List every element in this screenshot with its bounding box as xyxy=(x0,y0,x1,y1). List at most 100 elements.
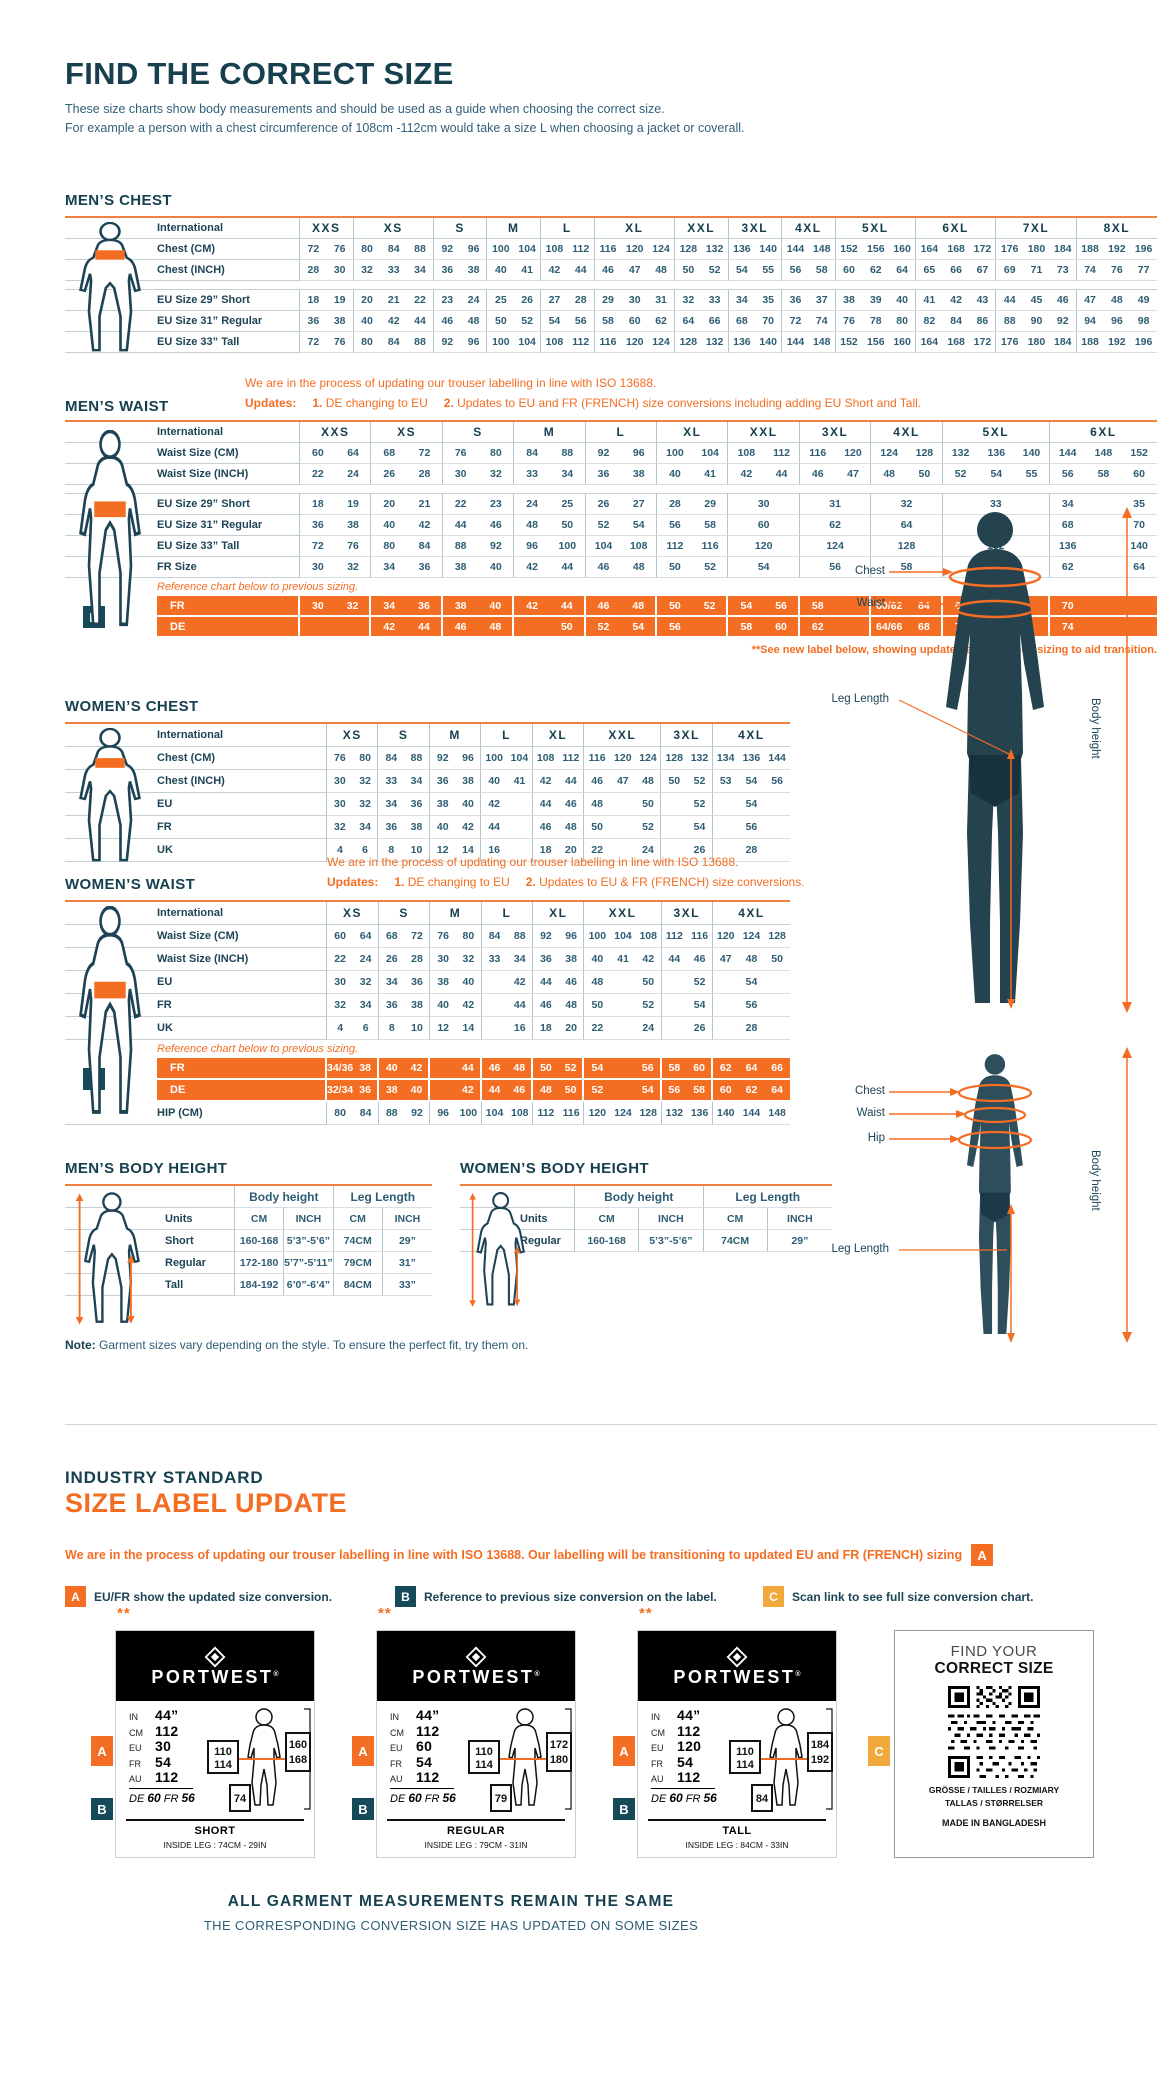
iso-banner-text: We are in the process of updating our tr… xyxy=(65,1548,963,1562)
unit-label: IN xyxy=(129,1712,138,1722)
size-cell: 52 xyxy=(635,816,662,839)
size-cell: 42 xyxy=(507,971,534,994)
size-cell: 100 xyxy=(456,1102,482,1125)
row-label: FR xyxy=(65,816,327,839)
size-cell: 96 xyxy=(460,239,488,260)
size-cell: 60 xyxy=(300,443,336,464)
size-group-header: L xyxy=(481,724,533,747)
size-cell xyxy=(609,816,636,839)
size-cell: 34 xyxy=(404,770,430,793)
size-cell: 116 xyxy=(594,332,622,353)
row-label: Waist Size (CM) xyxy=(65,443,300,464)
size-cell: 124 xyxy=(635,747,662,770)
size-cell: 128 xyxy=(764,925,790,948)
size-cell: 136 xyxy=(728,239,756,260)
svg-text:114: 114 xyxy=(736,1759,755,1771)
size-cell: 42 xyxy=(455,816,482,839)
size-cell: 108 xyxy=(635,925,662,948)
size-cell xyxy=(514,617,550,638)
size-cell: 30 xyxy=(621,290,649,311)
row-label: DE xyxy=(65,617,300,638)
size-cell: 48 xyxy=(648,260,675,281)
size-cell: 112 xyxy=(657,536,693,557)
size-group-header: S xyxy=(442,422,515,443)
size-cell: 74 xyxy=(1049,617,1086,638)
size-cell: 58 xyxy=(799,596,836,617)
size-cell: 34 xyxy=(407,260,434,281)
updates-label: Updates: xyxy=(327,875,379,889)
size-cell: 38 xyxy=(404,994,431,1017)
qr-code[interactable] xyxy=(948,1686,1040,1778)
size-cell: 128 xyxy=(674,239,702,260)
size-cell: 72 xyxy=(404,925,431,948)
size-cell: 96 xyxy=(430,1102,457,1125)
size-cell: 32 xyxy=(674,290,702,311)
note-text: Garment sizes vary depending on the styl… xyxy=(95,1338,529,1352)
size-cell: 40 xyxy=(478,557,515,578)
svg-text:110: 110 xyxy=(214,1746,232,1758)
size-cell: 38 xyxy=(460,260,488,281)
row-label: Waist Size (INCH) xyxy=(65,948,327,971)
size-cell: 108 xyxy=(541,332,568,353)
size-group-header: XL xyxy=(532,724,585,747)
size-group-header: M xyxy=(429,724,482,747)
size-cell: 48 xyxy=(635,770,662,793)
size-cell: 60 xyxy=(712,1080,739,1102)
size-cell: 5’3”-5’6” xyxy=(284,1230,334,1252)
female-waist-figure-icon xyxy=(79,906,141,1114)
size-cell: 49 xyxy=(1130,290,1157,311)
size-cell: 46 xyxy=(558,971,585,994)
separator-line xyxy=(129,1787,193,1789)
separator-line xyxy=(390,1787,454,1789)
size-cell: 32 xyxy=(352,793,379,816)
row-label: FR xyxy=(157,1058,327,1078)
size-cell: 58 xyxy=(692,515,729,536)
size-cell: 5’7”-5’11” xyxy=(284,1252,334,1274)
size-cell xyxy=(1085,536,1122,557)
size-cell: 96 xyxy=(455,747,482,770)
size-cell: 80 xyxy=(353,239,381,260)
size-cell: 60 xyxy=(835,260,863,281)
size-cell: 24 xyxy=(635,839,662,862)
row-label: FR xyxy=(157,596,300,615)
size-cell: 124 xyxy=(610,1102,636,1125)
size-cell: 19 xyxy=(335,494,372,515)
size-cell: 50 xyxy=(533,1058,559,1080)
size-cell: 184 xyxy=(1049,332,1077,353)
size-group-header: XL xyxy=(533,902,585,925)
a-badge: A xyxy=(91,1736,113,1766)
size-cell: 58 xyxy=(594,311,622,332)
size-cell: 184 xyxy=(1049,239,1077,260)
size-cell: 108 xyxy=(621,536,658,557)
size-cell: 30 xyxy=(300,557,336,578)
size-cell: 50 xyxy=(584,994,611,1017)
spacer xyxy=(65,281,300,290)
brand-name: PORTWEST xyxy=(412,1667,535,1687)
size-cell: 54 xyxy=(687,994,713,1017)
size-cell: 47 xyxy=(1076,290,1104,311)
size-cell: 164 xyxy=(915,332,943,353)
size-group-header: XL xyxy=(657,422,729,443)
size-cell: 180 xyxy=(1023,332,1050,353)
size-cell: INCH xyxy=(639,1208,704,1230)
size-cell: 31 xyxy=(648,290,675,311)
size-cell: 48 xyxy=(1103,290,1131,311)
c-badge: C xyxy=(763,1586,784,1607)
mens-body-height-heading: MEN’S BODY HEIGHT xyxy=(65,1160,228,1177)
size-cell: 168 xyxy=(942,332,970,353)
size-group-header: XXL xyxy=(674,218,729,239)
size-cell: 34 xyxy=(352,816,379,839)
size-cell: 46 xyxy=(799,464,836,485)
womens-chest-table: International XS S M L XL XXL 3XL 4XL Chest (CM) 7… xyxy=(65,722,790,862)
spacer xyxy=(300,281,1157,290)
size-cell: 40 xyxy=(404,1080,431,1102)
size-cell xyxy=(661,971,688,994)
size-group-header: XXL xyxy=(584,724,662,747)
size-cell: 42 xyxy=(541,260,568,281)
size-cell: 88 xyxy=(549,443,586,464)
size-cell: 54 xyxy=(541,311,568,332)
size-cell xyxy=(610,1017,636,1040)
size-cell: 132 xyxy=(701,332,729,353)
size-cell: 58 xyxy=(808,260,836,281)
size-cell: 38 xyxy=(353,1058,379,1080)
